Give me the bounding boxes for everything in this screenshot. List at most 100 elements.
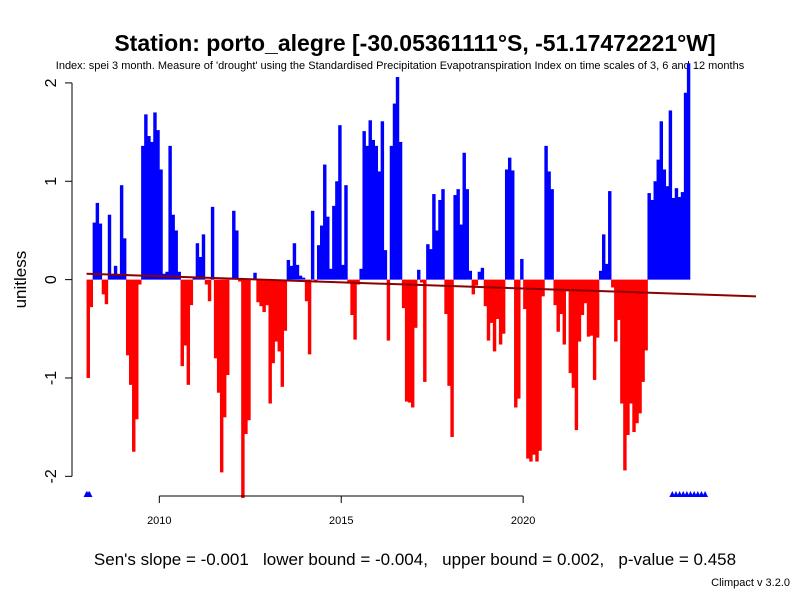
x-tick-label-2020: 2020 — [511, 515, 535, 527]
bar-93 — [368, 120, 372, 280]
bar-153 — [550, 189, 554, 280]
bar-135 — [495, 279, 500, 319]
bar-10 — [116, 274, 121, 280]
bar-147 — [532, 279, 536, 455]
trend-line — [86, 272, 757, 298]
bar-13 — [125, 279, 130, 356]
bar-65 — [283, 279, 288, 331]
bar-88 — [353, 279, 357, 340]
bar-24 — [159, 169, 163, 280]
bar-137 — [501, 279, 506, 334]
x-tick-label-2015: 2015 — [329, 515, 353, 527]
bar-77 — [320, 225, 324, 280]
bar-109 — [417, 269, 421, 280]
bar-178 — [626, 279, 630, 436]
bar-186 — [650, 199, 654, 280]
bar-195 — [677, 197, 682, 280]
p-value-text: p-value = 0.458 — [618, 550, 737, 569]
bar-102 — [395, 77, 400, 280]
bar-180 — [632, 279, 636, 433]
bar-168 — [595, 279, 600, 338]
bar-173 — [611, 279, 615, 288]
bar-160 — [571, 279, 576, 388]
bar-83 — [338, 125, 342, 280]
bar-117 — [441, 189, 445, 280]
bar-119 — [447, 279, 451, 386]
bar-197 — [683, 92, 688, 280]
bar-92 — [365, 145, 369, 280]
bar-76 — [316, 245, 321, 280]
bar-48 — [232, 210, 236, 280]
bar-51 — [241, 279, 245, 498]
chart-title: Station: porto_alegre [-30.05361111°S, -… — [114, 30, 716, 56]
bar-193 — [671, 197, 676, 280]
bar-3 — [95, 202, 100, 280]
bar-108 — [414, 279, 418, 328]
bar-144 — [523, 279, 527, 310]
bar-17 — [138, 279, 142, 285]
bar-176 — [620, 279, 624, 404]
bar-61 — [271, 279, 275, 364]
bar-104 — [401, 279, 406, 309]
bar-128 — [474, 279, 479, 286]
bar-123 — [459, 224, 463, 280]
bar-8 — [110, 274, 115, 280]
bar-191 — [665, 186, 670, 280]
bar-0 — [86, 279, 90, 378]
bar-161 — [574, 279, 579, 431]
bar-80 — [329, 268, 333, 280]
bar-11 — [119, 185, 124, 280]
bar-7 — [107, 214, 112, 280]
bar-156 — [559, 279, 563, 315]
software-credit: Climpact v 3.2.0 — [711, 577, 790, 589]
bar-141 — [514, 279, 518, 408]
bar-133 — [489, 279, 494, 323]
bar-50 — [238, 279, 242, 282]
bar-139 — [507, 157, 512, 280]
bar-122 — [456, 189, 460, 280]
bar-96 — [377, 171, 382, 280]
bar-134 — [492, 279, 497, 352]
bar-85 — [344, 185, 348, 280]
bar-113 — [429, 249, 433, 280]
bar-90 — [359, 268, 363, 280]
bar-184 — [644, 279, 648, 351]
bar-64 — [280, 279, 285, 387]
bar-140 — [511, 170, 515, 280]
bar-181 — [635, 279, 639, 424]
bar-23 — [156, 130, 160, 280]
bar-36 — [195, 243, 200, 280]
bar-152 — [547, 171, 551, 280]
bar-188 — [656, 159, 660, 280]
bar-118 — [444, 279, 448, 315]
lower-bound-text: lower bound = -0.004, — [263, 550, 428, 569]
bar-132 — [486, 279, 491, 341]
bar-19 — [144, 114, 148, 280]
bar-131 — [483, 279, 488, 307]
bar-105 — [404, 279, 409, 402]
bar-112 — [426, 244, 430, 280]
bar-187 — [653, 181, 657, 280]
bar-86 — [347, 279, 351, 284]
bar-60 — [268, 279, 272, 404]
bar-5 — [101, 279, 106, 295]
chart-subtitle: Index: spei 3 month. Measure of 'drought… — [55, 60, 745, 72]
bar-130 — [480, 267, 485, 280]
bar-95 — [374, 145, 379, 280]
bar-71 — [301, 277, 306, 280]
bar-167 — [592, 279, 597, 380]
bar-194 — [674, 188, 679, 280]
bar-159 — [568, 279, 573, 374]
bar-106 — [407, 279, 412, 403]
bar-148 — [535, 279, 539, 462]
bar-190 — [662, 169, 667, 280]
bar-53 — [247, 279, 251, 421]
bar-157 — [562, 279, 566, 345]
bar-174 — [614, 279, 618, 342]
bar-67 — [289, 265, 294, 280]
bar-66 — [286, 259, 291, 280]
bar-68 — [292, 243, 297, 280]
bar-120 — [450, 279, 454, 437]
bar-46 — [226, 279, 230, 376]
